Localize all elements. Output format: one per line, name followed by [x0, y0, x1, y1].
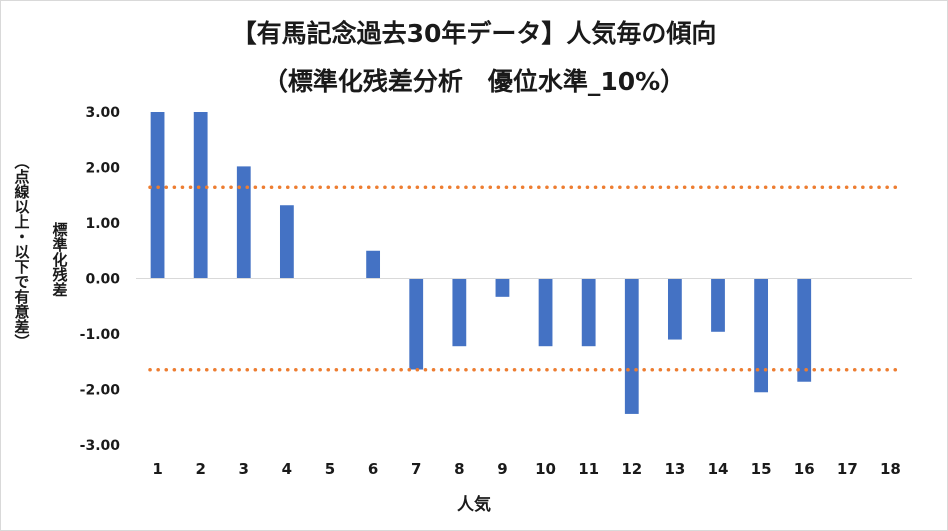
bar-7: [409, 278, 424, 370]
x-tick-label: 1: [152, 460, 162, 478]
bar-16: [797, 278, 812, 382]
x-tick-label: 14: [708, 460, 729, 478]
y-tick-label: 3.00: [85, 105, 120, 121]
x-tick-label: 18: [880, 460, 901, 478]
x-tick-label: 7: [411, 460, 421, 478]
bar-9: [495, 278, 510, 297]
bar-12: [624, 278, 639, 414]
bar-13: [667, 278, 682, 340]
y-tick-label: -2.00: [80, 383, 121, 399]
x-tick-label: 16: [794, 460, 815, 478]
y-tick-label: -3.00: [80, 438, 121, 454]
y-tick-label: 0.00: [85, 272, 120, 288]
y-axis-label: 標準化残差: [50, 222, 69, 297]
y-tick-label: 1.00: [85, 216, 120, 232]
bar-15: [754, 278, 769, 393]
bar-8: [452, 278, 467, 347]
chart-subtitle: （標準化残差分析 優位水準_10%）: [262, 67, 686, 96]
bar-3: [236, 166, 251, 279]
bar-2: [193, 112, 208, 279]
y-axis-note: （点線以上・以下で有意差）: [12, 154, 31, 349]
bar-10: [538, 278, 553, 347]
y-tick-label: -1.00: [80, 327, 121, 343]
x-tick-label: 8: [454, 460, 464, 478]
x-tick-label: 12: [621, 460, 642, 478]
x-tick-label: 10: [535, 460, 556, 478]
x-tick-label: 17: [837, 460, 858, 478]
x-tick-label: 5: [325, 460, 335, 478]
x-tick-label: 4: [282, 460, 292, 478]
bar-14: [711, 278, 725, 332]
bar-1: [150, 112, 165, 279]
chart-title: 【有馬記念過去30年データ】人気毎の傾向: [231, 19, 717, 48]
bar-4: [279, 205, 294, 279]
x-tick-label: 13: [664, 460, 685, 478]
x-tick-label: 15: [751, 460, 772, 478]
y-tick-label: 2.00: [85, 161, 120, 177]
bar-6: [366, 250, 381, 279]
x-tick-label: 2: [195, 460, 205, 478]
x-tick-label: 3: [239, 460, 249, 478]
x-tick-label: 6: [368, 460, 378, 478]
x-axis-label: 人気: [457, 495, 491, 515]
x-tick-label: 9: [497, 460, 507, 478]
bar-11: [581, 278, 596, 347]
x-tick-label: 11: [578, 460, 599, 478]
